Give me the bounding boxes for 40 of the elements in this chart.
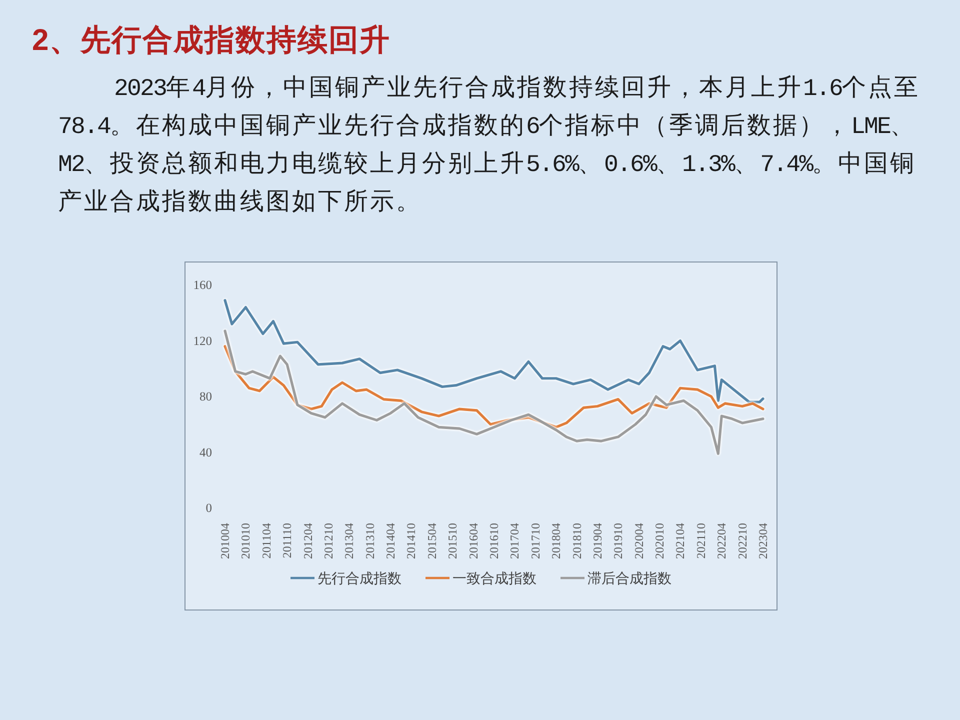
x-tick-label: 202204 (714, 523, 729, 559)
x-tick-label: 201404 (384, 523, 398, 559)
x-tick-label: 201104 (259, 523, 274, 559)
x-tick-label: 201010 (238, 523, 253, 559)
x-tick-label: 202104 (673, 523, 688, 559)
x-tick-label: 201310 (362, 523, 377, 559)
x-tick-label: 201204 (300, 523, 315, 559)
line-series (224, 299, 764, 404)
x-tick-label: 201004 (218, 523, 232, 559)
x-tick-label: 201510 (446, 523, 460, 559)
x-tick-label: 201610 (487, 523, 501, 559)
x-tick-label: 201210 (321, 523, 336, 559)
x-tick-label: 201710 (528, 523, 542, 559)
y-tick-label: 0 (206, 501, 212, 515)
x-tick-label: 202210 (735, 523, 750, 559)
x-tick-label: 202010 (652, 523, 667, 559)
x-tick-label: 202304 (756, 523, 770, 559)
y-tick-label: 160 (193, 278, 212, 292)
x-tick-label: 202004 (632, 523, 646, 559)
x-tick-label: 201904 (590, 523, 604, 559)
x-tick-label: 201504 (424, 523, 439, 559)
y-tick-label: 40 (200, 445, 212, 460)
line-series (224, 330, 764, 455)
legend-label: 先行合成指数 (318, 570, 402, 586)
chart-subtitle: 2023年4月份，中国铜产业先行合成指数持续回升，本月上升1.6个点至78.4。在构成中国铜产业先行合成指数的6个指标中（季调后数据），LME、M2、投资总额和电力电缆较上月分别上升5.6%、0.6%、1.3%、7.4%。中国铜产业合成指数曲线图如下所示。 (58, 73, 922, 217)
x-tick-label: 201910 (611, 523, 626, 559)
y-tick-label: 80 (200, 390, 212, 404)
legend-label: 一致合成指数 (452, 570, 536, 586)
x-tick-label: 202110 (694, 523, 708, 559)
x-tick-label: 201804 (549, 523, 564, 559)
legend-label: 滞后合成指数 (588, 570, 672, 586)
x-tick-label: 201110 (280, 523, 294, 558)
y-tick-label: 120 (193, 334, 212, 348)
x-tick-label: 201810 (570, 523, 584, 559)
x-tick-label: 201704 (508, 523, 522, 559)
x-tick-label: 201304 (342, 523, 356, 559)
chart-title: 2、先行合成指数持续回升 (32, 23, 391, 59)
x-tick-label: 201604 (466, 523, 480, 559)
line-series (224, 345, 764, 428)
x-tick-label: 201410 (404, 523, 418, 559)
